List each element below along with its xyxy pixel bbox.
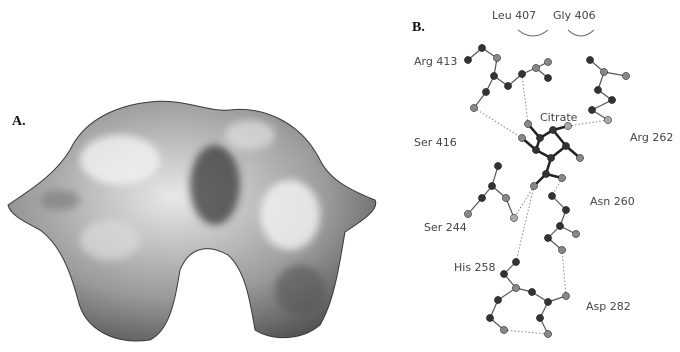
atom xyxy=(528,288,535,295)
atom xyxy=(532,64,539,71)
residue-label: Ser 416 xyxy=(414,136,457,149)
atom xyxy=(512,284,519,291)
hydrogen-bond xyxy=(474,108,522,138)
residue-label: Citrate xyxy=(540,111,578,124)
atom xyxy=(482,88,489,95)
residue-label: Gly 406 xyxy=(553,9,596,22)
hydrogen-bond xyxy=(562,250,566,296)
atom xyxy=(536,134,543,141)
figure: A. B. Leu 407 Gly 406 Arg 413 Citrate Se… xyxy=(0,0,680,352)
atom xyxy=(510,214,517,221)
atom xyxy=(486,314,493,321)
hydrogen-bond xyxy=(504,330,548,334)
atom xyxy=(518,70,525,77)
atom xyxy=(488,182,495,189)
atom xyxy=(512,258,519,265)
atom xyxy=(622,72,629,79)
atom xyxy=(600,68,607,75)
atom xyxy=(558,246,565,253)
atom xyxy=(500,270,507,277)
atom xyxy=(464,210,471,217)
atom xyxy=(494,162,501,169)
panel-label: A. xyxy=(12,114,26,129)
atom xyxy=(562,142,569,149)
atom xyxy=(588,106,595,113)
residue-label: His 258 xyxy=(454,261,496,274)
protein-surface xyxy=(8,101,376,341)
atom xyxy=(562,206,569,213)
residue-label: Ser 244 xyxy=(424,221,467,234)
atom xyxy=(544,298,551,305)
residue-label: Asn 260 xyxy=(590,195,635,208)
atom xyxy=(464,56,471,63)
residue-label: Asp 282 xyxy=(586,300,631,313)
atom xyxy=(586,56,593,63)
atom xyxy=(556,222,563,229)
atom xyxy=(544,74,551,81)
atom xyxy=(494,296,501,303)
atom xyxy=(493,54,500,61)
hydrogen-bond xyxy=(516,186,534,262)
residue-label: Arg 262 xyxy=(630,131,673,144)
atom xyxy=(532,146,539,153)
atom xyxy=(604,116,611,123)
atom xyxy=(524,120,531,127)
atom xyxy=(502,194,509,201)
atom xyxy=(544,234,551,241)
atom xyxy=(490,72,497,79)
atom xyxy=(544,58,551,65)
atom xyxy=(478,194,485,201)
atom xyxy=(558,174,565,181)
atom xyxy=(536,314,543,321)
hydrophobic-contact xyxy=(518,30,594,36)
atom xyxy=(594,86,601,93)
panel-label: B. xyxy=(412,20,425,35)
atom xyxy=(548,192,555,199)
hydrogen-bond xyxy=(522,74,528,124)
atom xyxy=(544,330,551,337)
residue-label: Leu 407 xyxy=(492,9,536,22)
residue-label: Arg 413 xyxy=(414,55,457,68)
atom xyxy=(478,44,485,51)
atom xyxy=(500,326,507,333)
atom xyxy=(542,170,549,177)
atom xyxy=(504,82,511,89)
atom xyxy=(549,126,556,133)
atom xyxy=(576,154,583,161)
atom xyxy=(547,154,554,161)
atom xyxy=(572,230,579,237)
hydrogen-bond xyxy=(514,186,534,218)
atom xyxy=(470,104,477,111)
atom xyxy=(608,96,615,103)
atom xyxy=(518,134,525,141)
atom xyxy=(530,182,537,189)
molecule xyxy=(464,44,629,337)
atom xyxy=(562,292,569,299)
